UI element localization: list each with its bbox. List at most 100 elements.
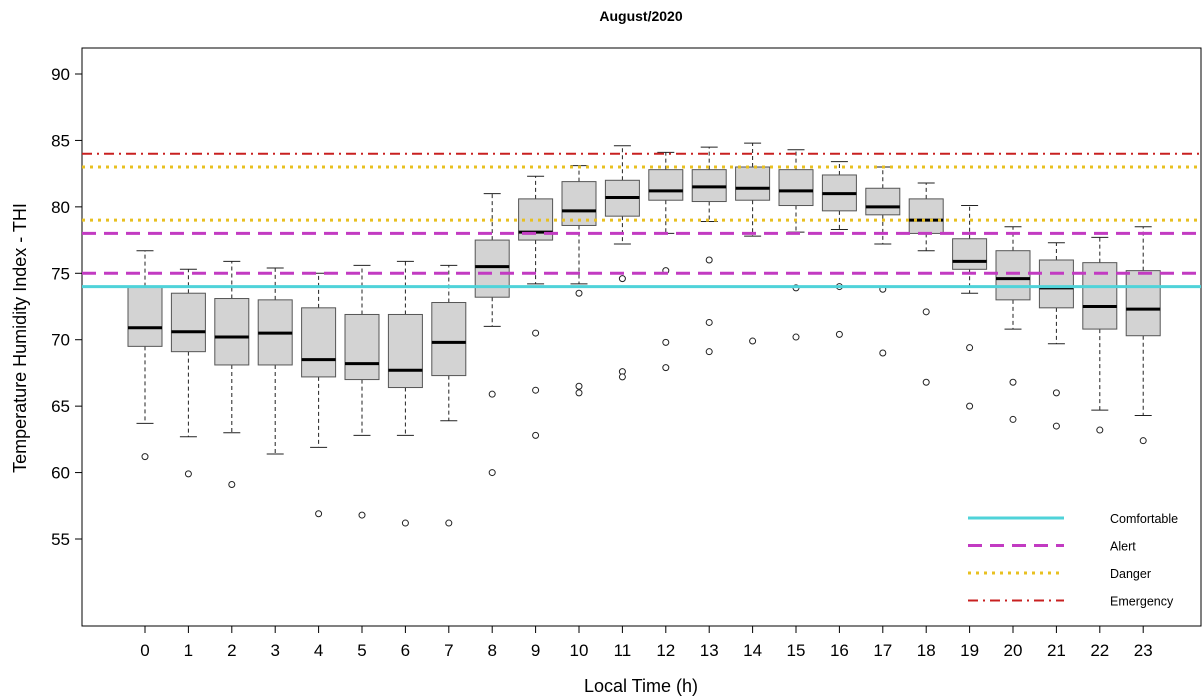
- outlier-point: [489, 391, 495, 397]
- box-iqr: [866, 188, 900, 215]
- box-hour-20: [996, 227, 1030, 423]
- reference-lines: [82, 154, 1201, 287]
- outlier-point: [533, 387, 539, 393]
- y-axis: 55 60 65 70 75 80 85 90: [51, 65, 82, 549]
- y-tick-label: 55: [51, 530, 70, 549]
- box-iqr: [736, 167, 770, 200]
- plot-frame: [82, 48, 1201, 626]
- box-hour-6: [388, 261, 422, 526]
- box-iqr: [171, 293, 205, 351]
- outlier-point: [1140, 438, 1146, 444]
- x-tick-label: 15: [787, 641, 806, 660]
- outlier-point: [619, 374, 625, 380]
- outlier-point: [489, 470, 495, 476]
- x-tick-label: 23: [1134, 641, 1153, 660]
- box-iqr: [779, 170, 813, 206]
- x-tick-label: 18: [917, 641, 936, 660]
- outlier-point: [1053, 423, 1059, 429]
- box-hour-12: [649, 152, 683, 370]
- outlier-point: [923, 379, 929, 385]
- x-tick-label: 10: [570, 641, 589, 660]
- box-hour-23: [1126, 227, 1160, 444]
- outlier-point: [663, 339, 669, 345]
- box-hour-22: [1083, 237, 1117, 433]
- box-hour-5: [345, 265, 379, 518]
- x-axis-label: Local Time (h): [584, 676, 698, 696]
- box-hour-18: [909, 183, 943, 385]
- x-tick-label: 11: [614, 641, 632, 660]
- box-iqr: [953, 239, 987, 270]
- box-hour-3: [258, 268, 292, 454]
- legend-label-comfortable: Comfortable: [1110, 512, 1178, 526]
- x-tick-label: 17: [873, 641, 892, 660]
- outlier-point: [533, 432, 539, 438]
- box-hour-9: [519, 176, 553, 438]
- x-tick-label: 14: [743, 641, 762, 660]
- x-tick-label: 12: [656, 641, 675, 660]
- x-tick-label: 6: [401, 641, 410, 660]
- box-hour-7: [432, 265, 466, 526]
- box-iqr: [649, 170, 683, 201]
- box-iqr: [302, 308, 336, 377]
- outlier-point: [1097, 427, 1103, 433]
- x-tick-label: 8: [487, 641, 496, 660]
- outlier-point: [706, 319, 712, 325]
- box-hour-4: [302, 273, 336, 516]
- outlier-point: [619, 276, 625, 282]
- box-hour-16: [822, 162, 856, 338]
- outlier-point: [706, 257, 712, 263]
- outlier-point: [533, 330, 539, 336]
- y-tick-label: 60: [51, 464, 70, 483]
- x-tick-label: 3: [270, 641, 279, 660]
- legend-label-alert: Alert: [1110, 540, 1136, 554]
- chart-title: August/2020: [599, 8, 682, 24]
- legend-label-danger: Danger: [1110, 567, 1151, 581]
- x-tick-label: 9: [531, 641, 540, 660]
- box-hour-0: [128, 251, 162, 460]
- y-tick-label: 70: [51, 331, 70, 350]
- outlier-point: [793, 334, 799, 340]
- outlier-point: [836, 331, 842, 337]
- x-tick-label: 4: [314, 641, 323, 660]
- outlier-point: [923, 309, 929, 315]
- outlier-point: [142, 454, 148, 460]
- box-hour-14: [736, 143, 770, 344]
- y-axis-label: Temperature Humidity Index - THI: [10, 203, 30, 473]
- y-tick-label: 65: [51, 397, 70, 416]
- outlier-point: [229, 482, 235, 488]
- y-tick-label: 90: [51, 65, 70, 84]
- box-hour-17: [866, 167, 900, 356]
- x-axis: 0 1 2 3 4 5 6 7 8 9 10 11 12 13 14 15 16 17 18 19 20 21 22 23: [140, 626, 1152, 660]
- box-iqr: [475, 240, 509, 297]
- x-tick-label: 21: [1047, 641, 1066, 660]
- box-iqr: [909, 199, 943, 234]
- x-tick-label: 2: [227, 641, 236, 660]
- x-tick-label: 13: [700, 641, 719, 660]
- outlier-point: [316, 511, 322, 517]
- x-tick-label: 22: [1090, 641, 1109, 660]
- box-iqr: [388, 314, 422, 387]
- outlier-point: [359, 512, 365, 518]
- y-tick-label: 80: [51, 198, 70, 217]
- outlier-point: [446, 520, 452, 526]
- box-hour-11: [605, 146, 639, 380]
- outlier-point: [402, 520, 408, 526]
- outlier-point: [967, 403, 973, 409]
- box-hour-8: [475, 194, 509, 476]
- outlier-point: [576, 383, 582, 389]
- outlier-point: [663, 365, 669, 371]
- box-hour-2: [215, 261, 249, 487]
- x-tick-label: 0: [140, 641, 149, 660]
- outlier-point: [967, 345, 973, 351]
- outlier-point: [1010, 379, 1016, 385]
- box-iqr: [996, 251, 1030, 300]
- box-iqr: [1039, 260, 1073, 308]
- outlier-point: [576, 290, 582, 296]
- outlier-point: [706, 349, 712, 355]
- legend: Comfortable Alert Danger Emergency: [968, 512, 1178, 609]
- box-iqr: [1126, 271, 1160, 336]
- box-hour-10: [562, 166, 596, 396]
- box-hour-21: [1039, 243, 1073, 429]
- x-tick-label: 20: [1004, 641, 1023, 660]
